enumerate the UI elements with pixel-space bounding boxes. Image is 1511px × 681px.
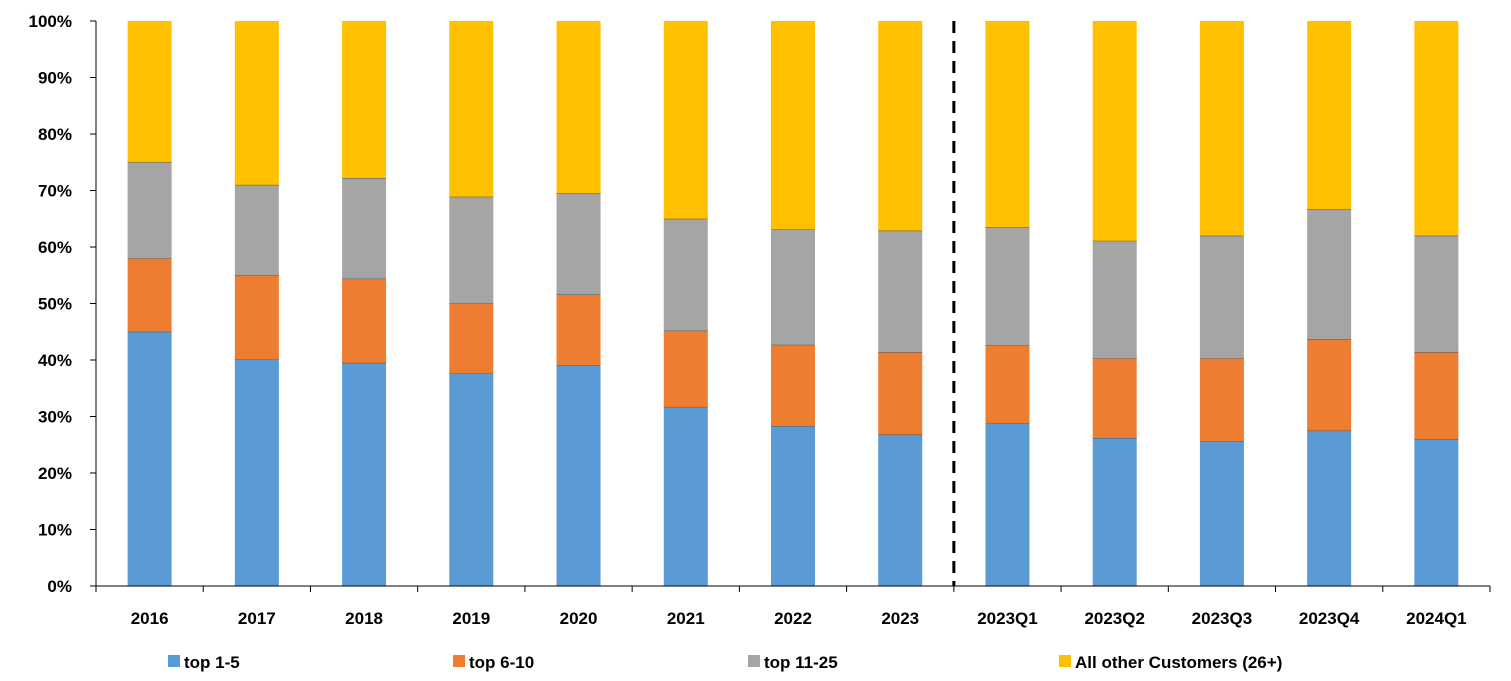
y-tick-label: 100% [29,12,72,31]
bar-segment-top-6-10-2023q3 [1199,358,1244,442]
bar-segment-top-11-25-2023q1 [985,227,1030,346]
bar-segment-top-6-10-2022 [771,344,815,427]
legend-label: top 6-10 [469,653,534,672]
bar-segment-top-1-5-2024q1 [1414,439,1459,586]
legend-label: All other Customers (26+) [1075,653,1282,672]
x-tick-label: 2023Q4 [1299,609,1360,628]
bar-segment-top-1-5-2022 [771,426,815,586]
x-tick-label: 2023Q3 [1192,609,1253,628]
bar-segment-all-other-customers-26-2023 [878,21,923,231]
x-tick-label: 2016 [131,609,169,628]
y-tick-label: 30% [38,408,72,427]
bar-segment-top-11-25-2018 [342,178,387,279]
legend-item-top-6-10: top 6-10 [453,653,534,672]
legend-item-all-other-customers-26: All other Customers (26+) [1059,653,1282,672]
y-tick-label: 70% [38,182,72,201]
bar-segment-top-6-10-2023q1 [985,345,1030,424]
bar-segment-all-other-customers-26-2021 [663,21,708,219]
bar-segment-top-6-10-2023 [878,352,923,435]
y-tick-label: 10% [38,521,72,540]
legend-swatch [1059,655,1071,667]
bar-segment-top-6-10-2024q1 [1414,352,1459,440]
y-tick-label: 90% [38,69,72,88]
bar-segment-top-1-5-2023 [878,434,923,586]
legend: top 1-5 top 6-10 top 11-25 All other Custom… [168,653,1282,672]
bar-segment-top-11-25-2024q1 [1414,235,1459,353]
bar-segment-top-1-5-2017 [234,359,279,586]
bar-segment-top-11-25-2020 [556,193,601,295]
bar-segment-all-other-customers-26-2016 [127,21,172,163]
x-tick-label: 2023 [881,609,919,628]
bar-segment-top-1-5-2023q2 [1092,437,1137,586]
bar-segment-top-1-5-2021 [663,406,708,586]
bar-segment-top-1-5-2020 [556,365,601,586]
axes-layer [90,20,1491,592]
x-tick-label: 2022 [774,609,812,628]
bar-segment-all-other-customers-26-2019 [449,21,494,197]
y-tick-label: 50% [38,295,72,314]
bar-segment-top-1-5-2023q1 [985,423,1030,586]
bar-segment-top-1-5-2016 [127,331,172,586]
x-tick-label: 2017 [238,609,276,628]
bar-segment-top-6-10-2017 [234,275,279,360]
bar-segment-all-other-customers-26-2020 [556,21,601,194]
x-tick-label: 2023Q2 [1084,609,1145,628]
bar-segment-top-1-5-2018 [342,362,387,586]
y-tick-label: 0% [47,577,72,596]
bar-segment-top-11-25-2016 [127,162,172,259]
bar-segment-top-1-5-2023q4 [1307,430,1352,587]
bar-segment-top-1-5-2019 [449,373,494,586]
bar-segment-all-other-customers-26-2023q1 [985,21,1030,228]
bar-segment-top-11-25-2019 [449,196,494,304]
bar-segment-top-6-10-2019 [449,303,494,374]
bar-segment-top-11-25-2023q4 [1307,209,1352,340]
legend-item-top-11-25: top 11-25 [748,653,838,672]
legend-label: top 11-25 [764,653,838,672]
legend-item-top-1-5: top 1-5 [168,653,240,672]
labels-layer: 2016 2017 2018 2019 2020 2021 2022 2023 2023Q1 20… [29,12,1467,628]
y-tick-label: 40% [38,351,72,370]
y-tick-label: 80% [38,125,72,144]
x-tick-label: 2018 [345,609,383,628]
bar-segment-top-6-10-2023q2 [1092,358,1137,438]
x-tick-label: 2024Q1 [1406,609,1467,628]
bar-segment-top-11-25-2023q2 [1092,240,1137,359]
bar-segment-all-other-customers-26-2022 [771,21,815,230]
bar-segment-top-11-25-2021 [663,218,708,331]
bar-segment-all-other-customers-26-2024q1 [1414,21,1459,236]
bar-segment-top-6-10-2023q4 [1307,339,1352,431]
bar-segment-all-other-customers-26-2023q4 [1307,21,1352,210]
legend-swatch [453,655,465,667]
bar-segment-top-11-25-2023q3 [1199,235,1244,359]
x-tick-label: 2019 [452,609,490,628]
bar-segment-all-other-customers-26-2017 [234,21,279,185]
y-tick-label: 20% [38,464,72,483]
bar-segment-top-1-5-2023q3 [1199,441,1244,586]
legend-label: top 1-5 [184,653,240,672]
bar-segment-all-other-customers-26-2018 [342,21,387,179]
bars-layer [127,21,1459,587]
x-tick-label: 2023Q1 [977,609,1038,628]
bar-segment-top-6-10-2016 [127,258,172,332]
bar-segment-top-6-10-2021 [663,330,708,407]
bar-segment-top-11-25-2023 [878,230,923,353]
x-tick-label: 2020 [560,609,598,628]
bar-segment-top-6-10-2020 [556,294,601,366]
bar-segment-all-other-customers-26-2023q3 [1199,21,1244,236]
y-tick-label: 60% [38,238,72,257]
bar-segment-all-other-customers-26-2023q2 [1092,21,1137,241]
x-tick-label: 2021 [667,609,705,628]
bar-segment-top-11-25-2022 [771,229,815,345]
bar-segment-top-6-10-2018 [342,278,387,363]
legend-swatch [748,655,760,667]
legend-swatch [168,655,180,667]
bar-segment-top-11-25-2017 [234,184,279,276]
